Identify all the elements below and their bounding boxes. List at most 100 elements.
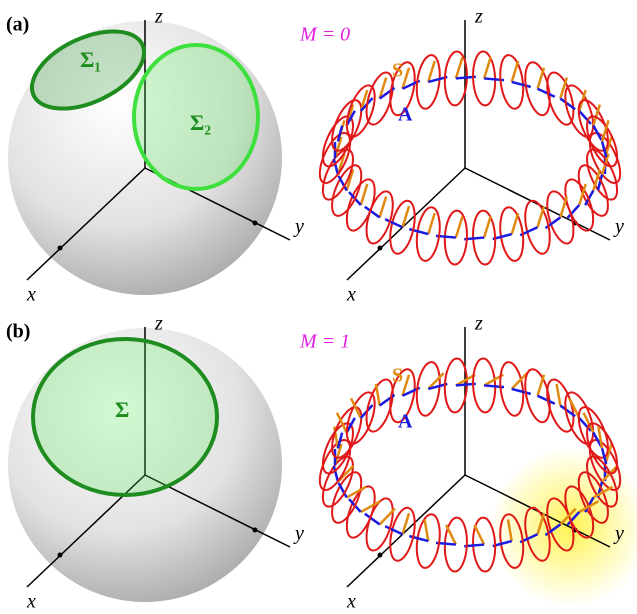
- a-arrow: [596, 174, 604, 191]
- ring-loop: [389, 61, 416, 117]
- a-arrow: [336, 432, 344, 449]
- axis-label: z: [154, 313, 163, 335]
- ring-loop: [345, 391, 376, 445]
- s-arrow: [427, 372, 445, 390]
- ring-loop: [524, 61, 551, 117]
- s-arrow: [401, 67, 411, 90]
- s-arrow: [482, 216, 492, 238]
- s-arrow: [536, 512, 546, 535]
- a-arrow: [566, 511, 581, 526]
- s-arrow: [582, 412, 595, 434]
- loop-label: Σ₂: [190, 110, 211, 135]
- s-arrow: [359, 89, 369, 112]
- a-arrow: [345, 417, 356, 434]
- s-arrow: [360, 500, 381, 514]
- axis-dot: [57, 552, 63, 558]
- ring-loop: [524, 368, 551, 424]
- ring-loop: [415, 54, 441, 110]
- a-arrow: [332, 465, 340, 482]
- ring-loop: [472, 50, 497, 107]
- a-arrow: [566, 204, 581, 219]
- m-label: M = 1: [299, 331, 350, 353]
- s-arrow: [592, 169, 602, 191]
- ring-loop: [586, 422, 619, 475]
- s-arrow: [506, 519, 513, 542]
- a-arrow: [578, 110, 592, 125]
- s-arrow: [455, 373, 476, 387]
- ring-loop: [415, 206, 441, 262]
- s-arrow: [401, 374, 411, 397]
- s-arrow: [559, 196, 569, 218]
- s-arrow: [536, 374, 546, 397]
- s-arrow: [578, 500, 600, 514]
- s-arrow: [349, 397, 362, 419]
- axis-label: z: [154, 6, 163, 28]
- s-arrow: [335, 412, 348, 434]
- ring-loop: [586, 148, 619, 201]
- ring-loop: [443, 50, 468, 107]
- s-arrow: [473, 524, 486, 546]
- s-arrow: [510, 60, 520, 83]
- ring-loop: [499, 361, 525, 417]
- a-arrow: [384, 218, 404, 229]
- axis-dot: [377, 552, 383, 558]
- s-arrow: [597, 426, 604, 449]
- a-arrow: [600, 448, 608, 465]
- a-arrow: [559, 404, 576, 418]
- axis-label: y: [613, 216, 624, 238]
- s-arrow: [359, 183, 369, 206]
- ring-loop: [389, 199, 416, 255]
- s-arrow: [444, 524, 458, 546]
- a-arrow: [364, 205, 381, 219]
- ring-loop: [546, 497, 575, 552]
- s-arrow: [510, 372, 528, 390]
- axis-label: y: [613, 523, 624, 545]
- a-arrow: [511, 80, 532, 89]
- s-arrow: [427, 60, 436, 83]
- axis-label: y: [293, 523, 304, 545]
- ring-loop: [472, 357, 497, 414]
- a-arrow: [592, 431, 603, 448]
- ring-loop: [345, 84, 376, 138]
- panel: (b) z y x Σ M = 1 z y x S A: [6, 313, 637, 613]
- a-arrow: [336, 125, 344, 142]
- axis-label: x: [26, 284, 36, 306]
- s-arrow: [510, 212, 520, 235]
- axis-label: x: [346, 284, 356, 306]
- s-arrow: [559, 507, 577, 526]
- s-arrow: [555, 383, 562, 406]
- axis-dot: [57, 245, 63, 251]
- ring-loop: [524, 199, 551, 255]
- s-arrow: [401, 512, 411, 535]
- a-arrow: [337, 482, 348, 499]
- s-arrow: [423, 519, 430, 542]
- s-arrow: [378, 77, 388, 99]
- a-arrow: [536, 394, 556, 405]
- axis-label: x: [346, 591, 356, 613]
- ring-loop: [389, 506, 416, 562]
- ring-loop: [331, 99, 363, 152]
- loop-label: Σ₁: [80, 47, 101, 72]
- panel: (a) z y x Σ₁ Σ₂ M = 0 z y x SA: [6, 6, 624, 306]
- s-arrow: [454, 216, 464, 238]
- a-arrow: [384, 525, 404, 536]
- ring-loop: [345, 485, 376, 539]
- s-arrow: [592, 104, 602, 126]
- ring-loop: [586, 115, 619, 168]
- ring-loop: [345, 178, 376, 232]
- s-arrow: [482, 57, 492, 79]
- ring-loop: [499, 206, 525, 262]
- s-arrow: [536, 205, 546, 228]
- s-arrow: [559, 77, 569, 99]
- axis: [346, 167, 466, 281]
- a-arrow: [592, 124, 603, 141]
- ring-loop: [443, 357, 468, 414]
- ring-loop: [546, 71, 575, 126]
- a-label: A: [398, 411, 413, 433]
- a-arrow: [536, 87, 556, 98]
- axis-label: z: [474, 6, 483, 28]
- s-arrow: [592, 485, 614, 499]
- s-label: S: [392, 365, 403, 387]
- s-arrow: [378, 196, 388, 218]
